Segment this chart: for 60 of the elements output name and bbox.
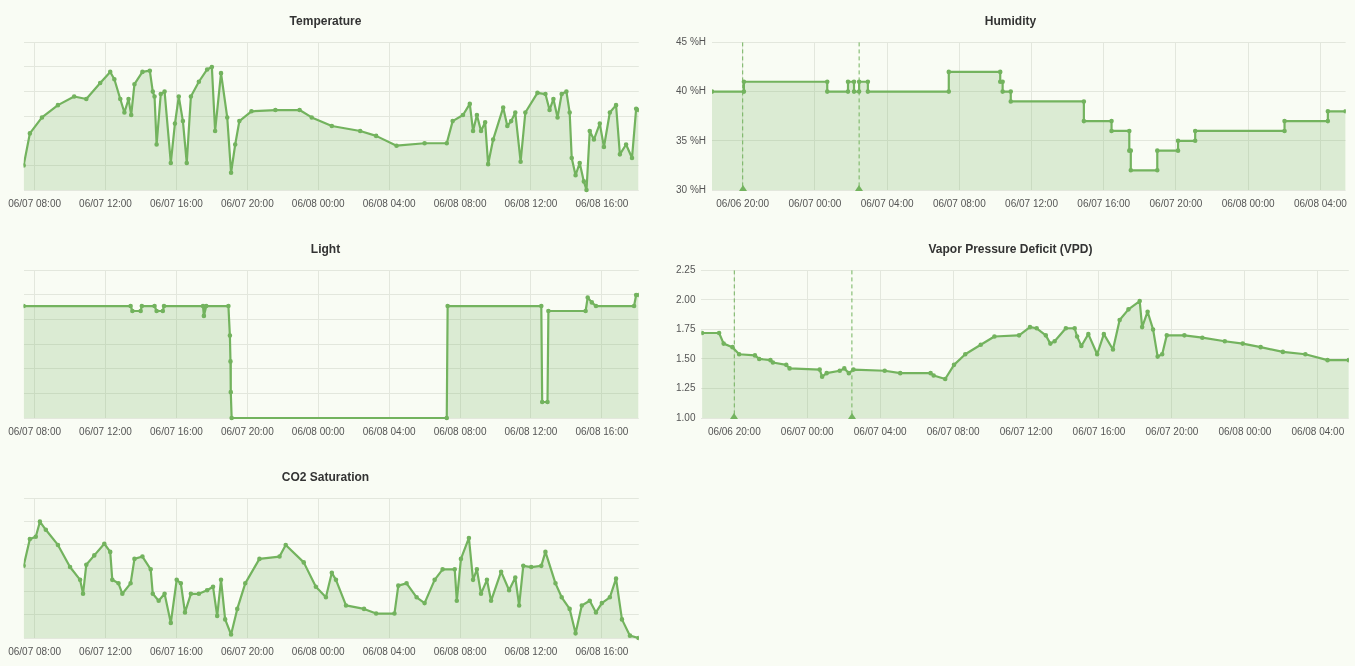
x-tick-label: 06/07 20:00 bbox=[220, 645, 275, 657]
chart-title: Temperature bbox=[289, 13, 362, 28]
x-tick-label: 06/06 20:00 bbox=[707, 425, 762, 437]
x-tick-label: 06/08 08:00 bbox=[433, 645, 487, 657]
x-tick-label: 06/07 08:00 bbox=[8, 645, 62, 657]
chart-title: Vapor Pressure Deficit (VPD) bbox=[928, 241, 1093, 256]
x-tick-label: 06/08 12:00 bbox=[504, 197, 558, 209]
x-tick-label: 06/07 12:00 bbox=[79, 425, 133, 437]
x-tick-label: 06/08 16:00 bbox=[575, 425, 629, 437]
x-tick-label: 06/07 16:00 bbox=[1077, 197, 1131, 209]
x-tick-label: 06/08 00:00 bbox=[291, 645, 346, 657]
x-tick-label: 06/07 16:00 bbox=[150, 425, 204, 437]
x-tick-label: 06/08 08:00 bbox=[433, 425, 487, 437]
x-tick-label: 06/08 00:00 bbox=[291, 197, 346, 209]
x-tick-label: 06/07 12:00 bbox=[999, 425, 1053, 437]
x-tick-label: 06/07 20:00 bbox=[220, 425, 275, 437]
x-tick-label: 06/07 16:00 bbox=[150, 645, 204, 657]
x-tick-label: 06/07 08:00 bbox=[8, 425, 62, 437]
x-tick-label: 06/07 00:00 bbox=[780, 425, 835, 437]
y-tick-label: 2.00 bbox=[675, 293, 696, 305]
x-tick-label: 06/08 16:00 bbox=[575, 197, 629, 209]
x-tick-label: 06/07 12:00 bbox=[1005, 197, 1059, 209]
chart-title: Light bbox=[310, 241, 341, 256]
x-tick-label: 06/08 04:00 bbox=[362, 645, 416, 657]
x-tick-label: 06/08 12:00 bbox=[504, 425, 558, 437]
x-tick-label: 06/07 16:00 bbox=[150, 197, 204, 209]
x-tick-label: 06/08 04:00 bbox=[362, 425, 416, 437]
x-tick-label: 06/07 12:00 bbox=[79, 197, 133, 209]
x-tick-label: 06/07 08:00 bbox=[8, 197, 62, 209]
y-tick-label: 1.75 bbox=[675, 323, 696, 335]
x-tick-label: 06/07 08:00 bbox=[932, 197, 987, 209]
x-tick-label: 06/07 08:00 bbox=[926, 425, 980, 437]
x-tick-label: 06/08 00:00 bbox=[1221, 197, 1275, 209]
x-tick-label: 06/08 12:00 bbox=[504, 645, 558, 657]
y-tick-label: 1.50 bbox=[675, 352, 696, 364]
x-tick-label: 06/07 04:00 bbox=[853, 425, 908, 437]
y-tick-label: 35 %H bbox=[676, 134, 707, 146]
x-tick-label: 06/07 00:00 bbox=[788, 197, 842, 209]
y-tick-label: 2.25 bbox=[675, 264, 696, 276]
x-tick-label: 06/08 04:00 bbox=[1291, 425, 1345, 437]
chart-title: CO2 Saturation bbox=[281, 469, 370, 484]
y-tick-label: 1.25 bbox=[675, 382, 696, 394]
x-tick-label: 06/07 20:00 bbox=[220, 197, 275, 209]
x-tick-label: 06/06 20:00 bbox=[716, 197, 770, 209]
x-tick-label: 06/08 00:00 bbox=[291, 425, 346, 437]
x-tick-label: 06/08 16:00 bbox=[575, 645, 629, 657]
y-tick-label: 40 %H bbox=[676, 85, 707, 97]
x-tick-label: 06/07 12:00 bbox=[79, 645, 133, 657]
x-tick-label: 06/07 16:00 bbox=[1072, 425, 1126, 437]
x-tick-label: 06/08 00:00 bbox=[1218, 425, 1272, 437]
x-tick-label: 06/08 08:00 bbox=[433, 197, 487, 209]
y-tick-label: 30 %H bbox=[676, 183, 707, 195]
x-tick-label: 06/08 04:00 bbox=[362, 197, 416, 209]
x-tick-label: 06/08 04:00 bbox=[1293, 197, 1348, 209]
x-tick-label: 06/07 04:00 bbox=[860, 197, 914, 209]
chart-title: Humidity bbox=[984, 13, 1037, 28]
x-tick-label: 06/07 20:00 bbox=[1149, 197, 1203, 209]
x-tick-label: 06/07 20:00 bbox=[1145, 425, 1199, 437]
y-tick-label: 1.00 bbox=[675, 411, 696, 423]
y-tick-label: 45 %H bbox=[676, 36, 707, 48]
